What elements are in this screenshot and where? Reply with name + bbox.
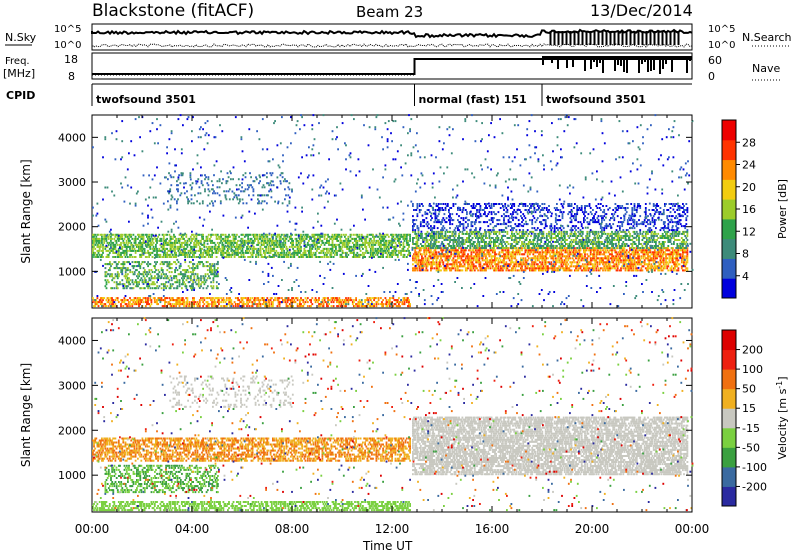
freq-label-1: Freq. <box>5 56 30 67</box>
colorbar-swatch <box>722 486 736 507</box>
nave-label: Nave <box>752 62 780 75</box>
x-tick-label: 08:00 <box>275 522 310 536</box>
colorbar-tick-label: 12 <box>742 225 756 238</box>
colorbar-tick-label: 8 <box>742 248 749 261</box>
colorbar-tick-label: 16 <box>742 203 756 216</box>
y-axis-ticks: 4000 3000 2000 1000 <box>58 334 692 482</box>
colorbar-tick-label: 28 <box>742 136 756 149</box>
colorbar-tick-label: -100 <box>742 461 767 474</box>
colorbar-label: Velocity [m s-1] <box>775 376 790 459</box>
velocity-panel: 4000 3000 2000 1000 Slant Range [km] <box>19 317 694 513</box>
y-tick-label: 4000 <box>58 334 86 347</box>
colorbar-swatch <box>722 408 736 429</box>
colorbar-swatch <box>722 369 736 390</box>
panel-frame <box>91 114 693 309</box>
colorbar-tick-label: -50 <box>742 441 760 454</box>
colorbar-tick-label: -15 <box>742 422 760 435</box>
x-axis-label: Time UT <box>362 539 413 553</box>
nsearch-tick-low: 10^0 <box>708 40 735 51</box>
nsky-tick-low: 10^0 <box>54 40 81 51</box>
colorbar-tick-label: 50 <box>742 383 756 396</box>
colorbar-tick-label: 200 <box>742 344 763 357</box>
colorbar-swatch <box>722 466 736 487</box>
colorbar-swatch <box>722 139 736 161</box>
velocity-colorbar: 200 100 50 15 -15 -50 -100 -200 Velocity [m s-1] <box>721 329 790 507</box>
x-tick-label: 20:00 <box>575 522 610 536</box>
colorbar-tick-label: 4 <box>742 270 749 283</box>
freq-tick-high: 18 <box>64 53 78 66</box>
y-tick-label: 1000 <box>58 265 86 278</box>
y-axis-label: Slant Range [km] <box>19 363 33 467</box>
colorbar-tick-label: 20 <box>742 181 756 194</box>
y-tick-label: 1000 <box>58 469 86 482</box>
cpid-segments: twofsound 3501 normal (fast) 151 twofsound… <box>91 84 646 106</box>
colorbar-swatch <box>722 238 736 259</box>
power-panel: 4000 3000 2000 1000 Slant Range [km] <box>19 114 694 309</box>
colorbar-swatch <box>722 258 736 279</box>
nave-tick-high: 60 <box>708 54 722 67</box>
colorbar-label: Power [dB] <box>776 179 789 239</box>
freq-label-2: [MHz] <box>3 67 35 80</box>
colorbar-tick-label: 24 <box>742 159 756 172</box>
x-tick-label: 12:00 <box>375 522 410 536</box>
colorbar-tick-label: -200 <box>742 480 767 493</box>
nsearch-label: N.Search <box>742 31 792 44</box>
freq-tick-low: 8 <box>68 70 75 83</box>
colorbar-swatch <box>722 349 736 370</box>
y-tick-label: 4000 <box>58 131 86 144</box>
colorbar-swatch <box>722 278 736 299</box>
echo-field <box>92 317 694 512</box>
colorbar-tick-label: 100 <box>742 363 763 376</box>
x-tick-label: 04:00 <box>175 522 210 536</box>
nsky-trace <box>91 28 693 48</box>
date-title: 13/Dec/2014 <box>590 1 693 20</box>
panel-frame <box>91 317 693 513</box>
cpid-segment-label: twofsound 3501 <box>546 93 646 106</box>
y-tick-label: 3000 <box>58 176 86 189</box>
freq-trace <box>92 56 692 76</box>
colorbar-swatch <box>722 120 736 141</box>
nsky-tick-high: 10^5 <box>54 24 81 35</box>
colorbar-swatch <box>722 447 736 468</box>
power-colorbar: 28 24 20 16 12 8 4 Power [dB] <box>721 119 789 299</box>
cpid-segment-label: normal (fast) 151 <box>419 93 527 106</box>
x-tick-label: 16:00 <box>475 522 510 536</box>
cpid-segment-label: twofsound 3501 <box>96 93 196 106</box>
cpid-label: CPID <box>6 89 35 102</box>
colorbar-swatch <box>722 330 736 351</box>
x-tick-label: 00:00 <box>75 522 110 536</box>
echo-field <box>92 114 694 308</box>
y-tick-label: 2000 <box>58 424 86 437</box>
beam-title: Beam 23 <box>356 3 423 21</box>
y-tick-label: 2000 <box>58 221 86 234</box>
colorbar-swatch <box>722 159 736 180</box>
x-tick-label: 00:00 <box>675 522 710 536</box>
colorbar-swatch <box>722 388 736 409</box>
x-axis-ticks: 00:00 04:00 08:00 12:00 16:00 20:00 00:00 <box>75 522 710 536</box>
colorbar-swatch <box>722 199 736 220</box>
station-title: Blackstone (fitACF) <box>92 1 254 21</box>
nsearch-tick-high: 10^5 <box>708 24 735 35</box>
colorbar-swatch <box>722 179 736 200</box>
y-tick-label: 3000 <box>58 379 86 392</box>
colorbar-swatch <box>722 427 736 448</box>
colorbar-swatch <box>722 218 736 240</box>
nave-tick-low: 0 <box>708 70 715 83</box>
y-axis-ticks: 4000 3000 2000 1000 <box>58 131 692 278</box>
nsky-label: N.Sky <box>5 31 37 44</box>
y-axis-label: Slant Range [km] <box>19 159 33 263</box>
colorbar-tick-label: 15 <box>742 402 756 415</box>
